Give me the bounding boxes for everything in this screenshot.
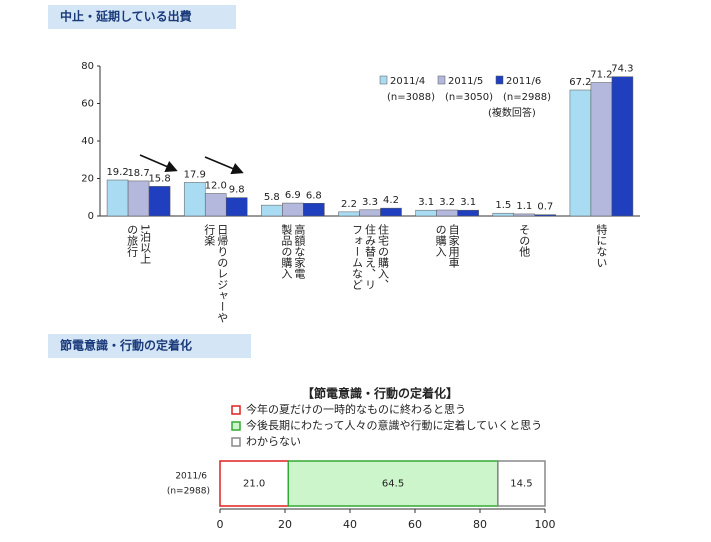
- bar: [148, 186, 171, 217]
- value-label: 1.1: [516, 201, 532, 212]
- bar: [415, 209, 437, 217]
- bar: [183, 182, 206, 217]
- value-label: 17.9: [184, 169, 206, 180]
- legend-label: 今後長期にわたって人々の意識や行動に定着していくと思う: [246, 418, 542, 432]
- value-label: 18.7: [127, 168, 149, 179]
- y-tick-label: 80: [81, 61, 94, 72]
- legend-label: 2011/4: [390, 76, 425, 87]
- legend-sample: (n=3050): [445, 92, 493, 103]
- chart-title: 【節電意識・行動の定着化】: [302, 386, 458, 401]
- bar: [534, 214, 557, 217]
- bar: [225, 197, 248, 217]
- legend-label: 2011/6: [506, 76, 541, 87]
- x-tick-label: 40: [343, 518, 357, 531]
- value-label: 3.1: [460, 197, 476, 208]
- legend-swatch: [231, 437, 241, 447]
- value-label: 14.5: [510, 479, 532, 490]
- bar-segment: [287, 460, 499, 507]
- x-tick-label: 高額な家電製品の購入: [279, 224, 306, 279]
- bar: [590, 82, 613, 217]
- value-label: 3.1: [418, 197, 434, 208]
- value-label: 6.8: [306, 190, 322, 201]
- bar: [127, 180, 150, 217]
- x-tick-label: その他: [517, 224, 531, 257]
- value-label: 0.7: [537, 202, 553, 213]
- bar: [303, 203, 325, 217]
- x-tick-label: 特にない: [594, 224, 608, 268]
- legend-label: 今年の夏だけの一時的なものに終わると思う: [246, 402, 466, 416]
- value-label: 19.2: [106, 167, 128, 178]
- bar: [359, 209, 381, 217]
- arrow: [204, 156, 244, 175]
- arrow: [139, 154, 178, 172]
- bar: [204, 193, 227, 217]
- y-tick-label: 60: [81, 99, 94, 110]
- value-label: 67.2: [569, 77, 591, 88]
- legend-swatch: [437, 75, 446, 85]
- x-tick-label: 20: [278, 518, 292, 531]
- legend-note: (複数回答): [488, 106, 536, 119]
- x-tick-label: 100: [535, 518, 556, 531]
- x-tick-label: 80: [473, 518, 487, 531]
- section-title: 中止・延期している出費: [60, 9, 192, 24]
- bar: [380, 207, 402, 217]
- legend-label: 2011/5: [448, 76, 483, 87]
- bar: [106, 179, 129, 217]
- x-tick-label: 60: [408, 518, 422, 531]
- bar: [457, 209, 479, 217]
- legend-swatch: [379, 75, 388, 85]
- y-tick-label: 20: [81, 174, 94, 185]
- value-label: 5.8: [264, 192, 280, 203]
- value-label: 15.8: [148, 173, 170, 184]
- bar: [513, 213, 536, 217]
- value-label: 3.2: [439, 197, 455, 208]
- legend-swatch: [495, 75, 504, 85]
- value-label: 21.0: [243, 479, 265, 490]
- y-tick-sample: (n=2988): [167, 487, 210, 497]
- value-label: 71.2: [590, 70, 612, 81]
- bar: [282, 202, 304, 217]
- section-title: 節電意識・行動の定着化: [60, 338, 192, 353]
- legend-label: わからない: [246, 435, 301, 448]
- section-header-bg: [48, 5, 236, 29]
- section-header-bg: [48, 334, 251, 358]
- legend-sample: (n=3088): [387, 92, 435, 103]
- y-tick-label: 2011/6: [175, 472, 207, 482]
- value-label: 4.2: [383, 195, 399, 206]
- value-label: 12.0: [205, 181, 227, 192]
- y-tick-label: 40: [81, 136, 94, 147]
- x-tick-label: 0: [217, 518, 224, 531]
- legend-sample: (n=2988): [503, 92, 551, 103]
- bar-segment: [219, 460, 289, 507]
- bar: [611, 76, 634, 217]
- value-label: 64.5: [382, 479, 404, 490]
- bar: [492, 212, 515, 217]
- y-tick-label: 0: [88, 211, 94, 222]
- legend-swatch: [231, 405, 241, 415]
- bar-segment: [497, 460, 546, 507]
- legend-swatch: [231, 421, 241, 431]
- value-label: 1.5: [495, 200, 511, 211]
- x-tick-label: 1泊以上の旅行: [125, 224, 152, 264]
- bar: [569, 89, 592, 217]
- value-label: 74.3: [611, 64, 633, 75]
- x-tick-label: 日帰りのレジャーや行楽: [202, 224, 229, 323]
- value-label: 3.3: [362, 197, 378, 208]
- bar: [261, 204, 283, 217]
- x-tick-label: 住宅の購入、住み替え、リフォームなど: [350, 224, 390, 290]
- value-label: 6.9: [285, 190, 301, 201]
- bar: [338, 211, 360, 217]
- value-label: 2.2: [341, 199, 357, 210]
- value-label: 9.8: [229, 185, 245, 196]
- x-tick-label: 自家用車の購入: [434, 224, 461, 268]
- bar: [436, 209, 458, 217]
